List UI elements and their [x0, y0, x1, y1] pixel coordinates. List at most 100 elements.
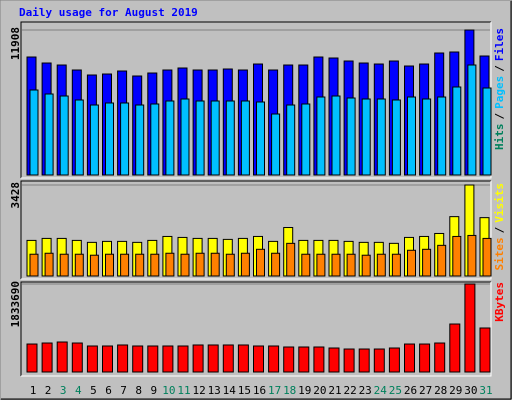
bar: [271, 252, 281, 277]
legend-entry: Visits: [493, 183, 506, 223]
chart-title: Daily usage for August 2019: [19, 6, 198, 19]
legend-entry: Pages: [493, 76, 506, 109]
x-tick-label: 29: [449, 384, 462, 397]
bar: [376, 253, 386, 277]
bar: [165, 100, 175, 176]
bar: [449, 323, 461, 373]
bar: [210, 252, 220, 277]
bar: [373, 348, 385, 373]
legend-entry: Files: [493, 28, 506, 61]
bar: [56, 341, 68, 373]
x-tick-label: 22: [343, 384, 356, 397]
bar: [195, 252, 205, 277]
bar: [256, 248, 265, 277]
x-tick-label: 17: [268, 384, 281, 397]
bar: [192, 344, 204, 373]
legend-entry: Hits: [493, 124, 506, 151]
panel-bevel: [21, 282, 492, 377]
bar: [162, 345, 174, 373]
bar: [361, 98, 371, 176]
x-tick-label: 13: [208, 384, 221, 397]
legend-separator: /: [493, 113, 506, 120]
x-tick-label: 28: [434, 384, 447, 397]
bar: [240, 100, 250, 176]
bar: [120, 102, 130, 176]
legend: Sites / Visits: [493, 183, 506, 271]
x-tick-label: 16: [253, 384, 266, 397]
bar: [195, 100, 205, 176]
bar: [316, 253, 326, 277]
bar: [361, 254, 371, 277]
panel-bevel: [20, 21, 491, 178]
bar: [346, 253, 356, 277]
bar: [86, 345, 98, 373]
bar: [328, 347, 340, 373]
x-tick-label: 24: [374, 384, 388, 397]
bar: [256, 101, 265, 176]
bar: [407, 249, 416, 277]
x-tick-label: 11: [177, 384, 190, 397]
bar: [404, 343, 415, 373]
bar: [150, 253, 160, 277]
bar: [177, 345, 189, 373]
bar: [117, 344, 129, 373]
x-tick-label: 15: [238, 384, 251, 397]
bar: [419, 343, 431, 373]
x-tick-label: 21: [328, 384, 341, 397]
bar: [165, 252, 175, 277]
y-tick-label: 1833690: [9, 281, 22, 327]
bar: [210, 100, 220, 176]
bar: [74, 99, 84, 176]
legend-entry: Sites: [493, 237, 506, 270]
bar: [407, 96, 416, 176]
x-tick-label: 31: [479, 384, 492, 397]
bar: [391, 99, 401, 176]
bar: [147, 345, 159, 373]
bar: [376, 98, 386, 176]
bar: [452, 86, 462, 176]
bar: [286, 104, 296, 176]
bar: [253, 345, 264, 373]
bar: [437, 244, 447, 277]
bar: [437, 96, 447, 176]
bar: [135, 253, 145, 277]
bar: [71, 342, 83, 373]
panel-bevel: [21, 22, 492, 179]
x-tick-label: 10: [162, 384, 175, 397]
bar: [240, 252, 250, 277]
x-tick-label: 14: [223, 384, 237, 397]
y-tick-label: 3428: [9, 182, 22, 209]
bar: [313, 346, 325, 373]
legend: Hits / Pages / Files: [493, 28, 506, 150]
y-tick-label: 11908: [9, 27, 22, 60]
bar: [271, 113, 281, 176]
bar: [268, 345, 280, 373]
bar: [286, 242, 296, 277]
bar: [102, 345, 113, 373]
bar: [301, 253, 311, 277]
x-tick-label: 3: [60, 384, 67, 397]
legend: KBytes: [493, 282, 506, 322]
bar: [464, 283, 476, 373]
x-tick-label: 6: [105, 384, 112, 397]
bar: [391, 253, 401, 277]
bar: [331, 95, 341, 176]
bar: [482, 237, 492, 277]
bar: [41, 342, 53, 373]
bar: [479, 327, 491, 373]
bar: [343, 348, 355, 373]
legend-separator: /: [493, 65, 506, 72]
bar: [132, 345, 144, 373]
bar: [316, 96, 326, 176]
bar: [180, 253, 190, 277]
x-tick-label: 23: [359, 384, 372, 397]
bar: [225, 100, 235, 176]
bar: [283, 346, 295, 373]
x-tick-label: 19: [298, 384, 311, 397]
bar: [358, 348, 370, 373]
x-tick-label: 9: [150, 384, 157, 397]
bar: [434, 342, 446, 373]
x-tick-label: 27: [419, 384, 432, 397]
bar: [298, 346, 310, 373]
bar: [89, 254, 99, 277]
